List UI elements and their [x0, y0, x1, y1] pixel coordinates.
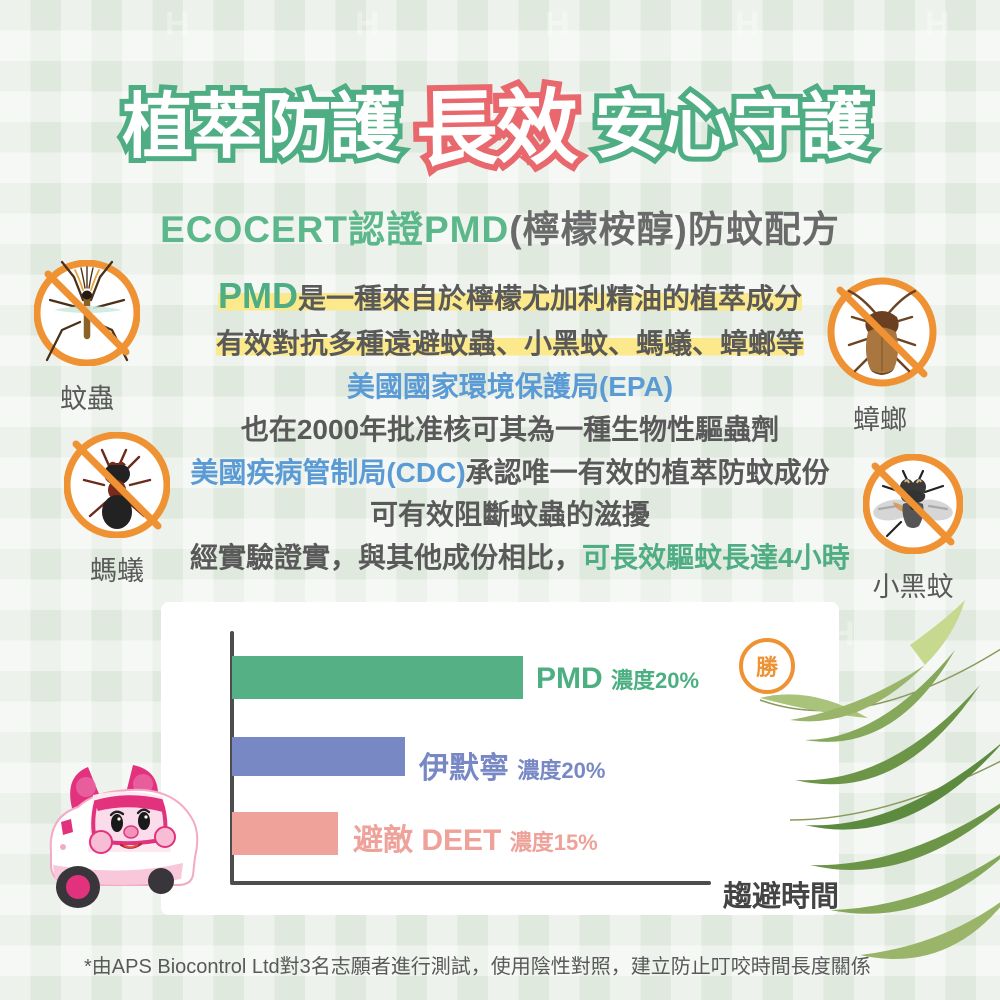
svg-text:H: H — [735, 5, 760, 43]
svg-text:H: H — [545, 5, 570, 43]
svg-text:H: H — [355, 5, 380, 43]
svg-text:H: H — [165, 5, 190, 43]
svg-text:H: H — [925, 5, 950, 43]
